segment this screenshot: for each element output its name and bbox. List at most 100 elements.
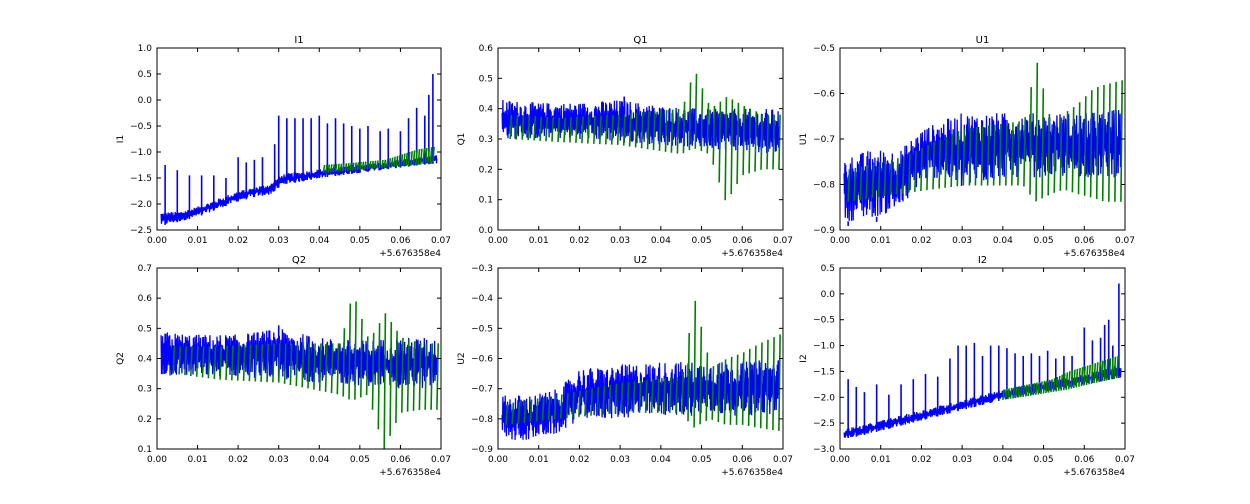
- series-line-blue: [843, 109, 1122, 221]
- y-tick-label: 0.4: [138, 355, 153, 365]
- y-tick-label: −1.5: [130, 174, 152, 184]
- x-tick-label: 0.01: [529, 236, 549, 246]
- y-tick-label: 0.4: [479, 105, 494, 115]
- x-tick-label: 0.02: [228, 455, 248, 465]
- y-tick-label: 0.3: [479, 135, 493, 145]
- x-tick-label: 0.00: [830, 236, 850, 246]
- chart-panel-q1: 0.00 0.01 0.02 0.03 0.04 0.05 0.06 0.07 0.0 0.1 0.…: [457, 35, 793, 259]
- y-tick-label: −1.5: [813, 367, 835, 377]
- x-tick-label: 0.01: [188, 455, 208, 465]
- y-tick-label: 0.7: [138, 264, 152, 274]
- plot-area: [843, 62, 1123, 226]
- x-tick-label: 0.06: [390, 455, 410, 465]
- x-tick-label: 0.03: [269, 236, 289, 246]
- series-line-green: [1002, 355, 1119, 400]
- y-tick-label: −2.0: [813, 393, 835, 403]
- x-tick-label: 0.06: [1074, 236, 1094, 246]
- x-tick-label: 0.07: [1115, 455, 1135, 465]
- x-tick-label: 0.00: [488, 455, 508, 465]
- chart-panel-u1: 0.00 0.01 0.02 0.03 0.04 0.05 0.06 0.07 −0.9 −0.8…: [799, 35, 1135, 259]
- y-tick-label: 0.1: [479, 196, 493, 206]
- y-tick-label: −1.0: [130, 148, 152, 158]
- x-tick-label: 0.04: [651, 236, 671, 246]
- y-tick-label: 0.5: [821, 264, 835, 274]
- y-tick-label: 0.0: [479, 226, 494, 236]
- y-tick-label: 0.6: [138, 294, 153, 304]
- x-tick-label: 0.02: [569, 236, 589, 246]
- chart-panel-i2: 0.00 0.01 0.02 0.03 0.04 0.05 0.06 0.07 −3.0 −2.5…: [799, 255, 1135, 478]
- x-tick-label: 0.01: [871, 236, 891, 246]
- series-line-green: [509, 73, 781, 201]
- y-axis-label: U1: [799, 133, 809, 145]
- y-tick-label: −0.5: [130, 122, 152, 132]
- chart-title: U2: [634, 255, 648, 266]
- x-tick-label: 0.07: [1115, 236, 1135, 246]
- x-offset-label: +5.676358e4: [721, 468, 783, 478]
- y-tick-label: 0.1: [138, 445, 152, 455]
- chart-title: U1: [976, 35, 990, 46]
- x-tick-label: 0.01: [188, 236, 208, 246]
- chart-panel-i1: 0.00 0.01 0.02 0.03 0.04 0.05 0.06 0.07 −2.5 −2.0…: [116, 35, 451, 259]
- y-tick-label: −0.5: [471, 324, 493, 334]
- plot-area: [501, 73, 781, 201]
- x-tick-label: 0.05: [692, 455, 712, 465]
- chart-title: Q1: [633, 35, 647, 46]
- x-offset-label: +5.676358e4: [721, 249, 783, 259]
- y-tick-label: 0.0: [821, 290, 836, 300]
- x-tick-label: 0.07: [431, 236, 451, 246]
- chart-title: I1: [294, 35, 303, 46]
- y-tick-label: 0.5: [138, 70, 152, 80]
- x-tick-label: 0.01: [529, 455, 549, 465]
- x-tick-label: 0.00: [830, 455, 850, 465]
- y-tick-label: −0.7: [813, 135, 835, 145]
- x-tick-label: 0.02: [569, 455, 589, 465]
- y-axis-label: I2: [799, 354, 809, 362]
- y-tick-label: −0.8: [813, 181, 835, 191]
- x-tick-label: 0.03: [952, 455, 972, 465]
- y-tick-label: −0.5: [813, 44, 835, 54]
- x-tick-label: 0.05: [350, 236, 370, 246]
- plot-frame: [156, 47, 442, 231]
- x-tick-label: 0.04: [309, 236, 329, 246]
- y-tick-label: 0.2: [138, 415, 152, 425]
- x-tick-label: 0.00: [147, 236, 167, 246]
- y-tick-label: −3.0: [813, 445, 835, 455]
- x-tick-label: 0.02: [911, 236, 931, 246]
- y-tick-label: 0.2: [479, 165, 493, 175]
- series-line-green: [505, 300, 781, 431]
- y-tick-label: −2.5: [130, 226, 152, 236]
- x-tick-label: 0.03: [610, 455, 630, 465]
- x-tick-label: 0.00: [147, 455, 167, 465]
- y-tick-label: −0.8: [471, 415, 493, 425]
- x-tick-label: 0.04: [993, 236, 1013, 246]
- series-line-blue: [501, 360, 780, 440]
- y-tick-label: −0.9: [471, 445, 493, 455]
- y-tick-label: −2.5: [813, 419, 835, 429]
- x-tick-label: 0.05: [1034, 455, 1054, 465]
- y-tick-label: −0.6: [813, 90, 835, 100]
- x-tick-label: 0.05: [350, 455, 370, 465]
- x-tick-label: 0.07: [431, 455, 451, 465]
- plot-area: [160, 74, 438, 225]
- x-tick-label: 0.01: [871, 455, 891, 465]
- y-axis-label: Q1: [457, 133, 467, 146]
- x-tick-label: 0.03: [610, 236, 630, 246]
- x-tick-label: 0.03: [269, 455, 289, 465]
- y-axis-label: U2: [457, 352, 467, 364]
- x-offset-label: +5.676358e4: [379, 468, 441, 478]
- y-tick-label: −1.0: [813, 342, 835, 352]
- x-tick-label: 0.04: [993, 455, 1013, 465]
- x-tick-label: 0.06: [390, 236, 410, 246]
- plot-area: [843, 283, 1122, 439]
- y-tick-label: 0.5: [479, 74, 493, 84]
- y-axis-label: Q2: [116, 352, 126, 365]
- chart-title: I2: [978, 255, 987, 266]
- x-tick-label: 0.07: [773, 236, 793, 246]
- y-tick-label: −0.4: [471, 294, 493, 304]
- chart-panel-q2: 0.00 0.01 0.02 0.03 0.04 0.05 0.06 0.07 0.1 0.2 0.…: [116, 255, 451, 478]
- x-tick-label: 0.06: [1074, 455, 1094, 465]
- chart-panel-u2: 0.00 0.01 0.02 0.03 0.04 0.05 0.06 0.07 −0.9 −0.8…: [457, 255, 793, 478]
- x-offset-label: +5.676358e4: [379, 249, 441, 259]
